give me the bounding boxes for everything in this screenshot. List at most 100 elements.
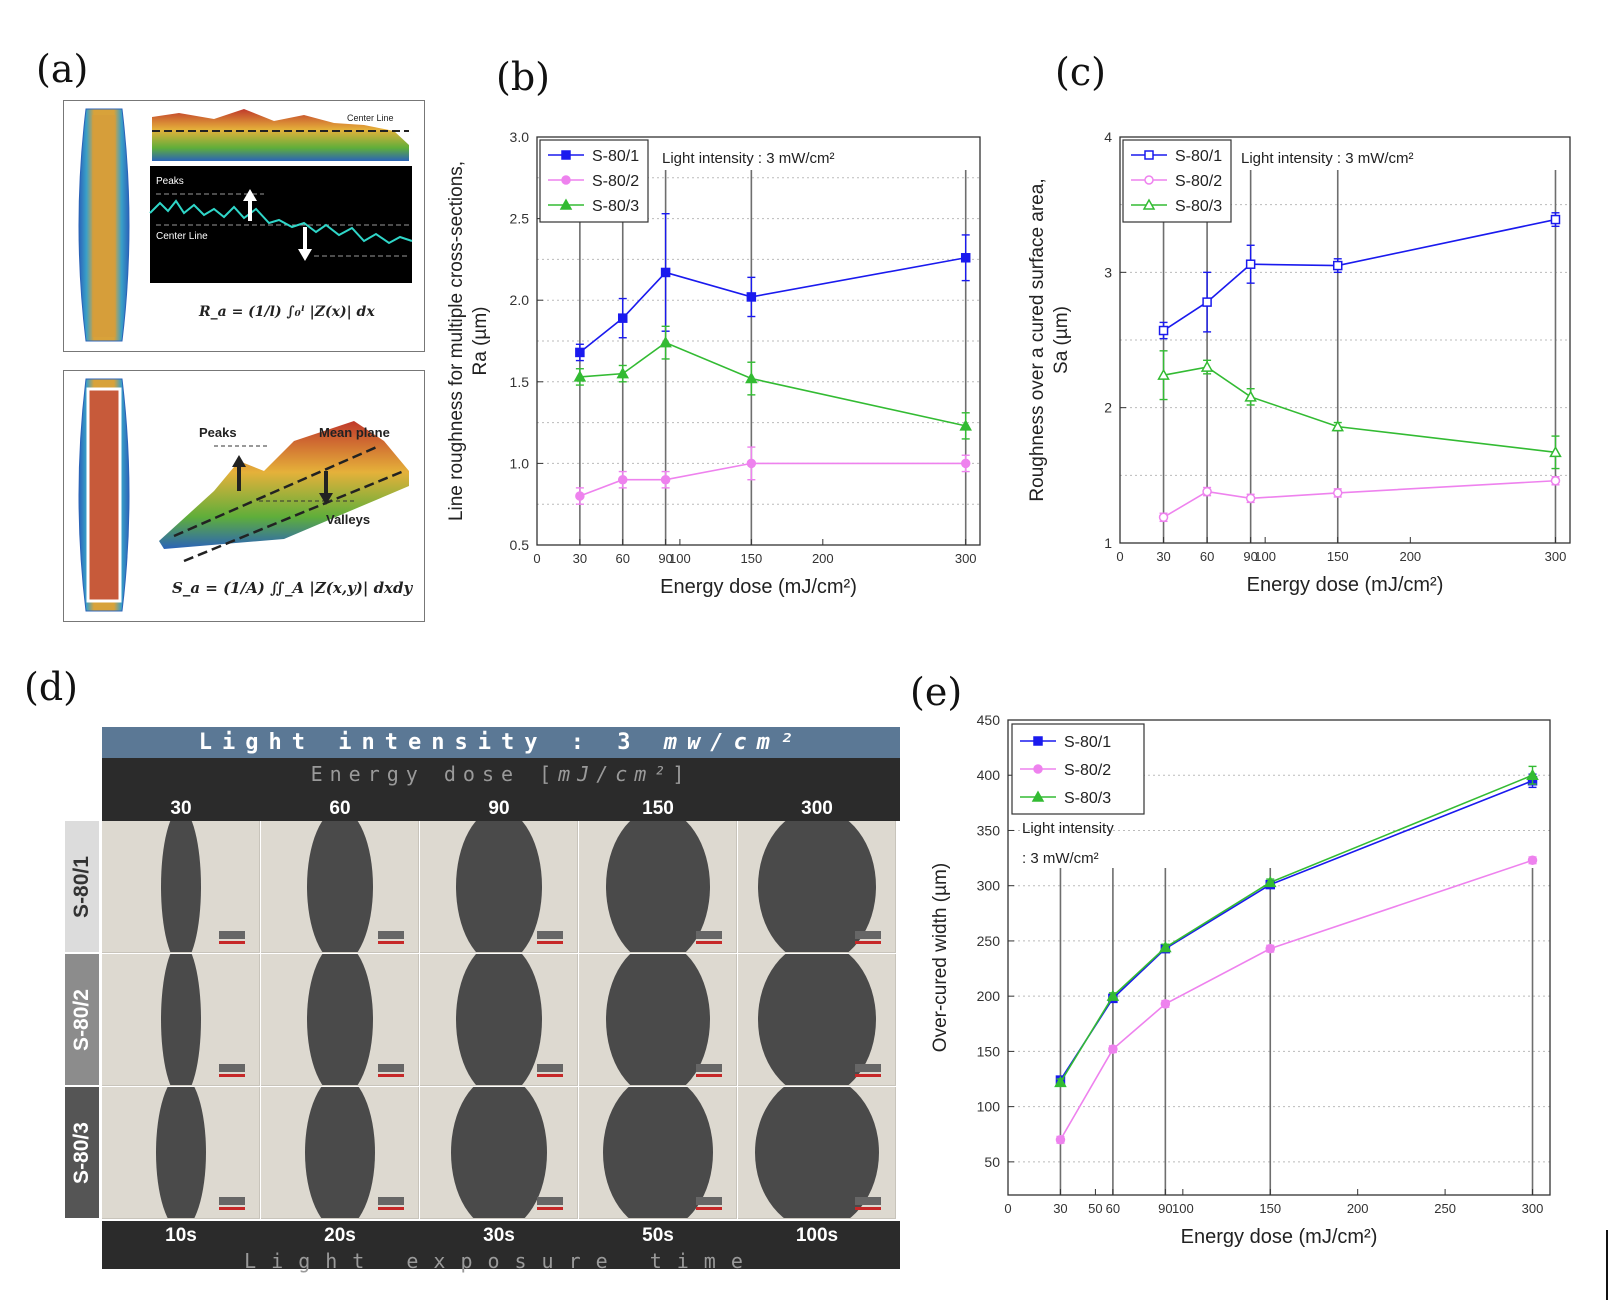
annotation-text: Light intensity: [1022, 820, 1114, 837]
cured-line-image: [306, 954, 373, 1085]
legend-box: [539, 139, 649, 223]
data-point-triangle: [1159, 941, 1172, 953]
data-point-triangle: [1106, 989, 1120, 1001]
peaks-label: Peaks: [156, 176, 184, 187]
data-point-circle: [1144, 175, 1154, 185]
x-tick-label: 100: [1172, 1201, 1194, 1216]
data-point-square: [1158, 325, 1169, 336]
y-tick-label: 350: [977, 822, 1001, 838]
dose-column-label: 300: [801, 798, 833, 819]
x-tick-label: 300: [1545, 549, 1567, 564]
exposure-time-banner: 10s 20s 30s 50s 100s Light exposure time: [102, 1221, 900, 1273]
panel-label-b: (b): [496, 55, 550, 99]
energy-dose-title-text: Energy dose [: [310, 762, 559, 786]
chart-c: 1 2 3 4 0 30 60 90 100 150 200 300 S-80/1 S-80/2 S-80/…: [1025, 115, 1605, 635]
micrograph-grid: Light intensity : 3 mw/cm² Energy dose […: [65, 727, 900, 1273]
y-tick-label: 1: [1104, 535, 1112, 551]
scale-bar-label: [855, 931, 881, 939]
energy-dose-title-close: ]: [672, 762, 692, 786]
y-tick-label: 3.0: [510, 129, 530, 145]
data-point-circle: [1245, 493, 1256, 504]
surface-profile-3d: [152, 109, 409, 161]
exposure-time-label: 50s: [642, 1225, 674, 1246]
x-tick-label: 200: [812, 551, 834, 566]
scale-bar-label: [378, 1064, 404, 1072]
scale-bar: [537, 941, 563, 944]
banner-title-text: Light intensity : 3: [198, 730, 664, 755]
x-tick-label: 200: [1347, 1201, 1369, 1216]
row-label-text: S-80/3: [70, 1121, 93, 1184]
scale-bar: [378, 941, 404, 944]
scale-bar: [378, 1207, 404, 1210]
cured-line-image: [757, 821, 876, 952]
data-point-triangle: [1549, 445, 1562, 458]
y-tick-label: 250: [977, 933, 1001, 949]
dose-column-label: 60: [329, 798, 351, 819]
x-tick-label: 200: [1399, 549, 1421, 564]
energy-dose-title-unit: mJ/cm²: [558, 762, 673, 786]
data-point-circle: [1550, 475, 1561, 486]
micrograph-cell: [738, 1087, 896, 1219]
data-point-square: [1245, 259, 1256, 269]
y-axis-title: Roughness over a cured surface area,: [1027, 178, 1048, 501]
dose-column-label: 150: [642, 798, 674, 819]
y-tick-label: 1.0: [510, 455, 530, 471]
data-point-triangle: [1157, 368, 1170, 380]
sa-formula: S_a = (1/A) ∬_A |Z(x,y)| dxdy: [172, 579, 413, 597]
scale-bar-label: [537, 1197, 563, 1205]
x-axis-title: Energy dose (mJ/cm²): [1247, 574, 1444, 596]
scale-bar-label: [855, 1064, 881, 1072]
legend-label: S-80/3: [1064, 790, 1111, 807]
energy-dose-title: Energy dose [mJ/cm²]: [102, 762, 900, 786]
data-point-square: [1332, 260, 1343, 271]
data-point-circle: [1202, 486, 1212, 497]
scale-bar: [219, 1074, 245, 1077]
data-point-square: [660, 267, 671, 278]
center-line-label-top: Center Line: [347, 113, 394, 123]
sa-schematic-figure: Peaks Mean plane Valleys S_a = (1/A) ∬_A…: [78, 378, 413, 612]
data-point-square: [1144, 150, 1154, 160]
legend-label: S-80/2: [1175, 173, 1222, 190]
data-point-triangle: [959, 419, 972, 431]
x-tick-label: 30: [1156, 549, 1170, 564]
panel-label-c: (c): [1055, 50, 1106, 94]
x-tick-label: 60: [1200, 549, 1214, 564]
scale-bar-label: [696, 1064, 722, 1072]
x-tick-label: 300: [1522, 1201, 1544, 1216]
x-tick-label: 250: [1434, 1201, 1456, 1216]
data-point-square: [617, 313, 628, 323]
mean-plane-label: Mean plane: [319, 425, 390, 440]
cured-line-image: [602, 1087, 713, 1218]
scale-bar: [855, 941, 881, 944]
y-tick-label: 450: [977, 712, 1001, 728]
x-tick-label: 0: [533, 551, 540, 566]
y-axis-title: Over-cured width (µm): [930, 863, 951, 1052]
micrograph-cell: [102, 821, 260, 953]
y-tick-label: 150: [977, 1043, 1001, 1059]
banner-title-unit: mw/cm²: [663, 730, 804, 755]
data-point-circle: [1527, 855, 1538, 866]
cured-line-image: [455, 821, 542, 952]
x-tick-label: 60: [1106, 1201, 1120, 1216]
exposure-time-label: 100s: [795, 1225, 839, 1246]
micrograph-cell: [261, 954, 419, 1086]
data-point-square: [1550, 214, 1561, 225]
legend-label: S-80/3: [592, 198, 639, 215]
x-tick-label: 50: [1088, 1201, 1102, 1216]
data-point-triangle: [559, 198, 573, 210]
exposure-time-label: 30s: [483, 1225, 515, 1246]
legend-label: S-80/2: [592, 173, 639, 190]
data-point-triangle: [745, 371, 758, 384]
micrograph-cell: [579, 954, 737, 1086]
x-tick-label: 90: [1158, 1201, 1172, 1216]
series-line: [1163, 366, 1556, 454]
y-tick-label: 0.5: [510, 537, 530, 553]
dose-column-label: 90: [488, 798, 510, 819]
y-tick-label: 100: [977, 1099, 1001, 1115]
ra-schematic-figure: Center Line Peaks Center Line R_a = (1/l…: [78, 108, 413, 342]
micrograph-cell: [261, 821, 419, 953]
scale-bar: [537, 1074, 563, 1077]
legend-box: [1122, 139, 1232, 223]
scale-bar: [696, 941, 722, 944]
x-tick-label: 60: [616, 551, 630, 566]
